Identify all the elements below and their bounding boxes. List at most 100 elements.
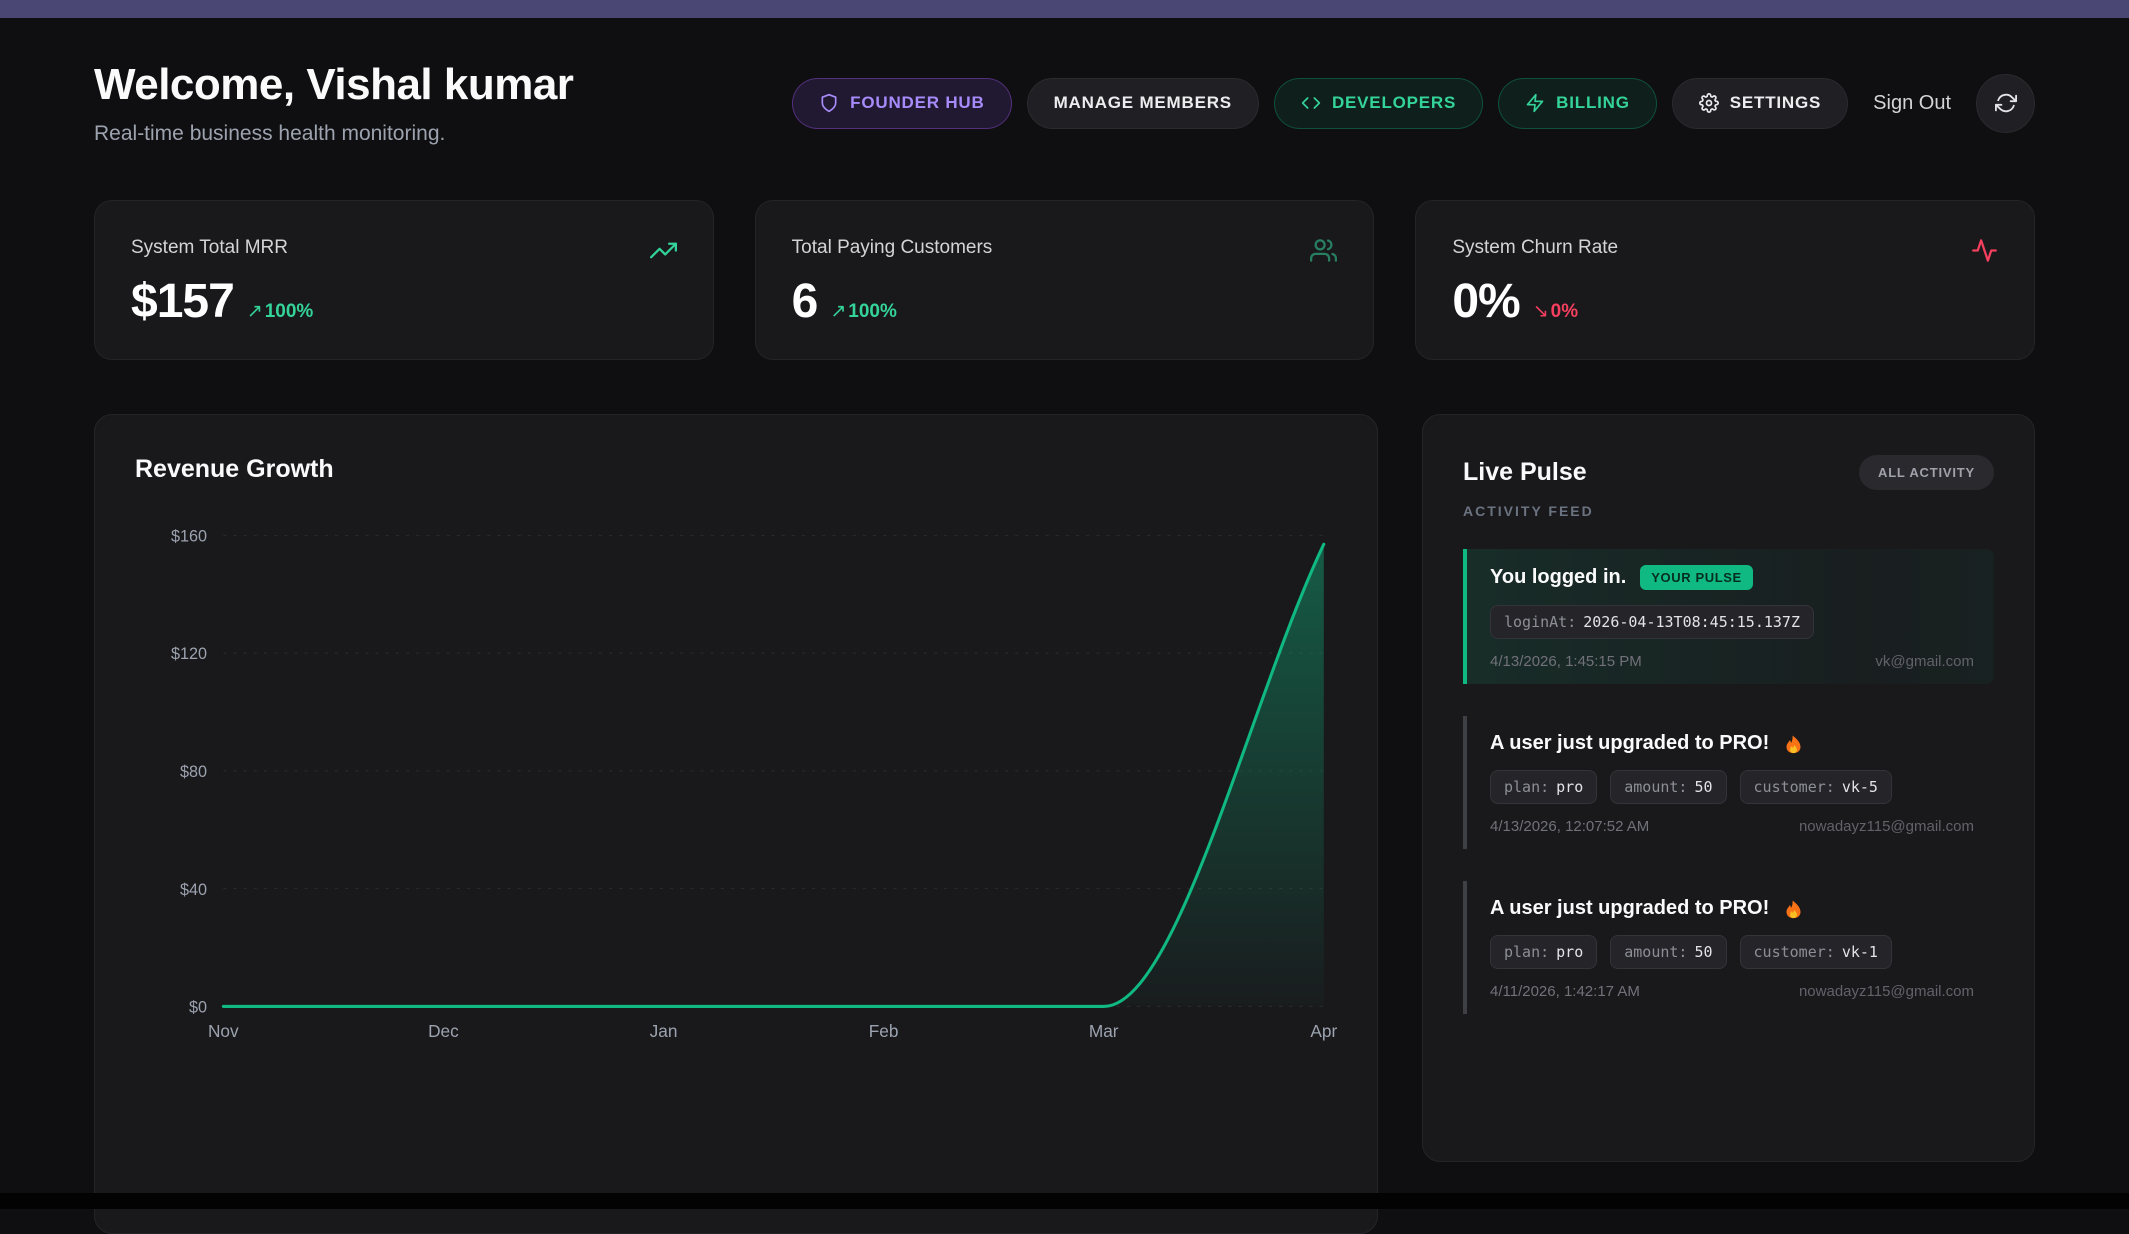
chip-key: customer: — [1753, 778, 1835, 796]
developers-label: DEVELOPERS — [1331, 93, 1457, 112]
stat-label: System Churn Rate — [1452, 237, 1619, 258]
feed-item-login: You logged in. YOUR PULSE loginAt: 2026-0… — [1463, 549, 1994, 684]
revenue-growth-panel: Revenue Growth $0 $40 $80 $120 $160 Nov Dec Jan… — [94, 414, 1378, 1234]
users-icon — [1310, 237, 1338, 264]
svg-text:Apr: Apr — [1310, 1021, 1337, 1041]
refresh-button[interactable] — [1976, 73, 2035, 133]
stat-delta: ↘ 0% — [1533, 300, 1578, 323]
zap-icon — [1525, 93, 1545, 113]
stat-label: System Total MRR — [131, 237, 288, 258]
chip-key: loginAt: — [1504, 613, 1577, 631]
chip-value: pro — [1556, 778, 1584, 796]
billing-button[interactable]: BILLING — [1498, 77, 1657, 129]
data-chip: customer: vk-5 — [1739, 770, 1892, 804]
chip-key: amount: — [1624, 778, 1688, 796]
gear-icon — [1698, 93, 1719, 113]
stat-card-paying-customers: Total Paying Customers 6 ↗ 100% — [754, 200, 1375, 360]
live-pulse-title: Live Pulse — [1463, 458, 1587, 486]
svg-text:Jan: Jan — [650, 1021, 678, 1041]
feed-item-upgrade: A user just upgraded to PRO! plan: pro am… — [1463, 716, 1994, 849]
fire-icon — [1783, 898, 1804, 919]
data-chip: plan: pro — [1490, 770, 1598, 804]
chip-key: plan: — [1504, 778, 1550, 796]
activity-feed-label: ACTIVITY FEED — [1463, 503, 1594, 519]
arrow-up-right-icon: ↗ — [246, 301, 263, 322]
stat-label: Total Paying Customers — [791, 237, 993, 258]
data-chip: amount: 50 — [1610, 935, 1727, 969]
data-chip: plan: pro — [1490, 935, 1598, 969]
chip-value: 50 — [1694, 943, 1713, 961]
svg-text:$40: $40 — [180, 881, 207, 899]
stat-card-churn-rate: System Churn Rate 0% ↘ 0% — [1415, 200, 2035, 360]
refresh-icon — [1994, 92, 2017, 114]
stat-value: 6 — [791, 275, 819, 328]
main-content: Revenue Growth $0 $40 $80 $120 $160 Nov Dec Jan… — [94, 414, 2035, 1234]
stat-delta-value: 100% — [848, 301, 897, 322]
stat-delta-value: 0% — [1550, 301, 1579, 322]
founder-hub-label: FOUNDER HUB — [850, 93, 985, 112]
manage-members-label: MANAGE MEMBERS — [1053, 93, 1232, 112]
chip-value: pro — [1556, 943, 1584, 961]
data-chip: amount: 50 — [1610, 770, 1727, 804]
chip-key: amount: — [1624, 943, 1688, 961]
settings-label: SETTINGS — [1729, 93, 1822, 112]
developers-button[interactable]: DEVELOPERS — [1273, 77, 1484, 129]
data-chip: customer: vk-1 — [1739, 935, 1892, 969]
activity-icon — [1971, 237, 1998, 264]
feed-item-email: nowadayz115@gmail.com — [1798, 983, 1974, 1000]
billing-label: BILLING — [1556, 93, 1630, 112]
data-chip: loginAt: 2026-04-13T08:45:15.137Z — [1490, 605, 1814, 639]
svg-text:$120: $120 — [171, 645, 207, 663]
arrow-up-right-icon: ↗ — [830, 301, 847, 322]
header-nav: FOUNDER HUB MANAGE MEMBERS DEVELOPERS BI… — [792, 73, 2035, 133]
chip-key: plan: — [1504, 943, 1550, 961]
chip-value: 2026-04-13T08:45:15.137Z — [1583, 613, 1800, 631]
feed-item-timestamp: 4/13/2026, 1:45:15 PM — [1490, 653, 1642, 670]
fire-icon — [1783, 733, 1804, 754]
bottom-bar — [0, 1193, 2129, 1209]
code-icon — [1301, 93, 1321, 113]
stat-card-total-mrr: System Total MRR $157 ↗ 100% — [94, 200, 714, 360]
top-accent-bar — [0, 0, 2129, 18]
header-text: Welcome, Vishal kumar Real-time business… — [94, 60, 574, 146]
svg-text:Feb: Feb — [869, 1021, 899, 1041]
stat-delta: ↗ 100% — [830, 300, 897, 323]
shield-icon — [819, 93, 839, 113]
your-pulse-badge: YOUR PULSE — [1640, 565, 1753, 590]
manage-members-button[interactable]: MANAGE MEMBERS — [1026, 77, 1259, 129]
svg-text:Dec: Dec — [428, 1021, 459, 1041]
chip-value: vk-1 — [1841, 943, 1878, 961]
stat-delta: ↗ 100% — [247, 300, 314, 323]
founder-hub-button[interactable]: FOUNDER HUB — [792, 77, 1012, 129]
feed-item-upgrade: A user just upgraded to PRO! plan: pro am… — [1463, 881, 1994, 1014]
feed-item-title: A user just upgraded to PRO! — [1490, 732, 1770, 754]
arrow-down-right-icon: ↘ — [1532, 301, 1549, 322]
dashboard-page: Welcome, Vishal kumar Real-time business… — [0, 60, 2129, 1234]
header: Welcome, Vishal kumar Real-time business… — [94, 60, 2035, 146]
svg-text:$0: $0 — [189, 999, 207, 1017]
all-activity-filter[interactable]: ALL ACTIVITY — [1859, 455, 1994, 490]
stat-delta-value: 100% — [264, 301, 314, 322]
feed-item-timestamp: 4/11/2026, 1:42:17 AM — [1490, 983, 1640, 1000]
svg-text:$80: $80 — [180, 763, 207, 781]
revenue-growth-title: Revenue Growth — [135, 455, 334, 483]
stat-value: 0% — [1452, 275, 1520, 328]
stats-row: System Total MRR $157 ↗ 100% Total Paying… — [94, 200, 2035, 360]
svg-text:Nov: Nov — [208, 1021, 239, 1041]
stat-value: $157 — [131, 275, 235, 328]
feed-item-title: You logged in. — [1490, 566, 1627, 588]
chip-value: 50 — [1694, 778, 1713, 796]
activity-feed: You logged in. YOUR PULSE loginAt: 2026-0… — [1463, 549, 1994, 1014]
revenue-growth-chart: $0 $40 $80 $120 $160 Nov Dec Jan Feb Mar Apr — [171, 527, 1337, 1041]
feed-item-title: A user just upgraded to PRO! — [1490, 897, 1770, 919]
svg-text:Mar: Mar — [1089, 1021, 1119, 1041]
chip-key: customer: — [1753, 943, 1835, 961]
settings-button[interactable]: SETTINGS — [1671, 77, 1849, 129]
feed-item-email: nowadayz115@gmail.com — [1798, 818, 1974, 835]
feed-item-timestamp: 4/13/2026, 12:07:52 AM — [1490, 818, 1650, 835]
page-title: Welcome, Vishal kumar — [94, 60, 574, 109]
trending-up-icon — [649, 237, 677, 264]
sign-out-button[interactable]: Sign Out — [1863, 78, 1961, 129]
feed-item-email: vk@gmail.com — [1875, 653, 1974, 670]
page-subtitle: Real-time business health monitoring. — [94, 122, 446, 145]
